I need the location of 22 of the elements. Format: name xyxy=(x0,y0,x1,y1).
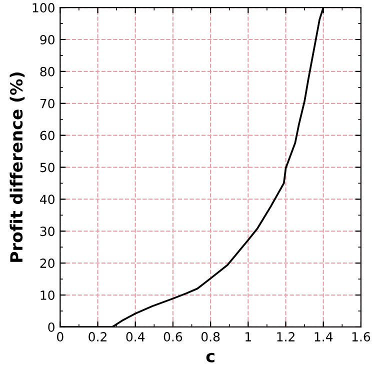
y-tick-label: 80 xyxy=(40,66,54,76)
x-tick-label: 1.2 xyxy=(277,332,294,342)
x-tick-label: 1.6 xyxy=(352,332,370,342)
y-tick-label: 30 xyxy=(40,226,54,236)
y-axis-title: Profit difference (%) xyxy=(10,72,25,262)
x-tick-label: 0.4 xyxy=(126,332,145,342)
x-tick-label: 0.6 xyxy=(164,332,182,342)
x-tick-label: 0.2 xyxy=(88,332,106,342)
y-tick-label: 90 xyxy=(40,34,54,44)
x-tick-label: 0 xyxy=(57,332,64,342)
x-axis-title: c xyxy=(206,352,214,362)
x-tick-label: 0.8 xyxy=(201,332,220,342)
y-tick-label: 70 xyxy=(40,98,54,108)
y-tick-label: 0 xyxy=(48,322,54,332)
y-tick-label: 10 xyxy=(40,290,54,300)
y-tick-label: 100 xyxy=(32,3,54,12)
y-tick-label: 50 xyxy=(40,162,54,172)
y-tick-label: 40 xyxy=(40,194,54,204)
x-tick-label: 1 xyxy=(246,332,251,342)
y-tick-label: 60 xyxy=(40,130,54,140)
x-tick-label: 1.4 xyxy=(314,332,333,342)
y-tick-label: 20 xyxy=(40,258,54,268)
